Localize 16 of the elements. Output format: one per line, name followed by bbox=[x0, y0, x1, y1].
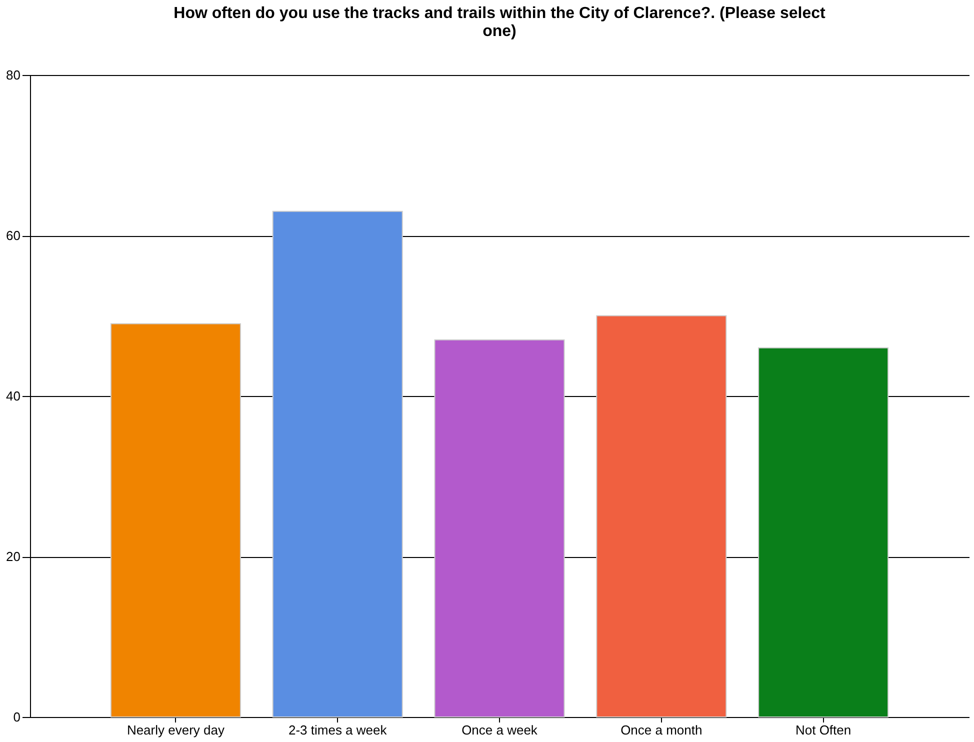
y-tick-label: 20 bbox=[6, 549, 20, 564]
y-tick-label: 60 bbox=[6, 228, 20, 243]
chart-title: How often do you use the tracks and trails within the City of Clarence?. (Please select one) bbox=[174, 5, 826, 40]
x-tick-label: 2-3 times a week bbox=[288, 722, 388, 738]
bar bbox=[110, 323, 241, 718]
x-tick-label: Not Often bbox=[795, 722, 852, 738]
x-tick-label: Once a month bbox=[620, 722, 702, 738]
x-tick-label: Once a week bbox=[462, 722, 538, 738]
y-tick-label: 0 bbox=[13, 710, 20, 724]
bar bbox=[434, 339, 565, 718]
bar bbox=[758, 347, 889, 718]
y-tick-label: 80 bbox=[6, 68, 20, 82]
bar bbox=[596, 315, 727, 718]
bar bbox=[272, 210, 403, 718]
y-tick-label: 40 bbox=[6, 388, 20, 404]
x-tick-label: Nearly every day bbox=[126, 722, 225, 738]
